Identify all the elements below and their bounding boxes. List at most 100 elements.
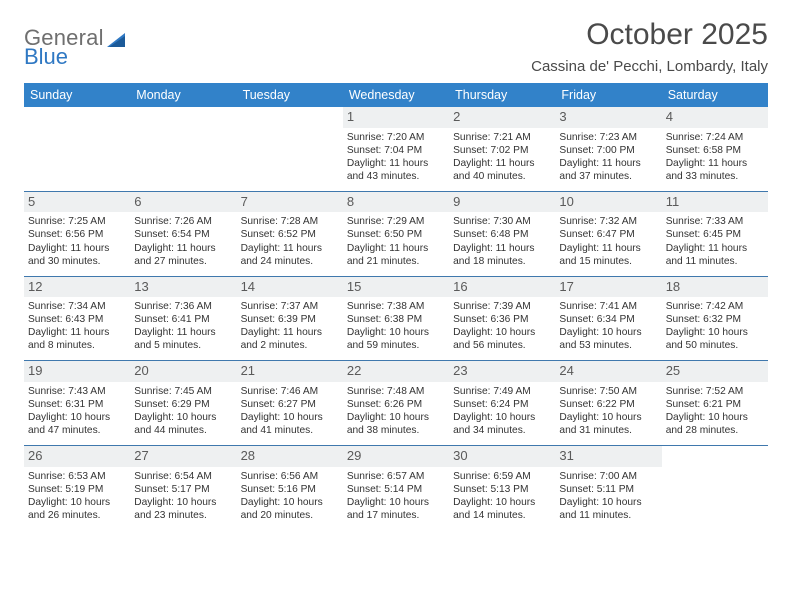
daylight-line: Daylight: 10 hours and 41 minutes. bbox=[241, 411, 339, 437]
daylight-line: Daylight: 11 hours and 21 minutes. bbox=[347, 242, 445, 268]
sunrise-line: Sunrise: 6:54 AM bbox=[134, 470, 232, 483]
sunset-line: Sunset: 6:38 PM bbox=[347, 313, 445, 326]
sunrise-line: Sunrise: 7:41 AM bbox=[559, 300, 657, 313]
sunset-line: Sunset: 6:43 PM bbox=[28, 313, 126, 326]
calendar-day: 30Sunrise: 6:59 AMSunset: 5:13 PMDayligh… bbox=[449, 446, 555, 530]
daylight-line: Daylight: 10 hours and 31 minutes. bbox=[559, 411, 657, 437]
day-number: 23 bbox=[449, 361, 555, 382]
month-title: October 2025 bbox=[531, 18, 768, 52]
logo: General Blue bbox=[24, 18, 129, 68]
daylight-line: Daylight: 10 hours and 26 minutes. bbox=[28, 496, 126, 522]
sunset-line: Sunset: 6:58 PM bbox=[666, 144, 764, 157]
sunrise-line: Sunrise: 7:28 AM bbox=[241, 215, 339, 228]
daylight-line: Daylight: 10 hours and 56 minutes. bbox=[453, 326, 551, 352]
daylight-line: Daylight: 10 hours and 44 minutes. bbox=[134, 411, 232, 437]
day-number: 5 bbox=[24, 192, 130, 213]
daylight-line: Daylight: 10 hours and 17 minutes. bbox=[347, 496, 445, 522]
daylight-line: Daylight: 10 hours and 38 minutes. bbox=[347, 411, 445, 437]
sunset-line: Sunset: 6:54 PM bbox=[134, 228, 232, 241]
day-number: 17 bbox=[555, 277, 661, 298]
daylight-line: Daylight: 11 hours and 33 minutes. bbox=[666, 157, 764, 183]
calendar-day: 19 Sunrise: 7:43 AMSunset: 6:31 PMDayligh… bbox=[24, 361, 130, 445]
sunrise-line: Sunrise: 7:36 AM bbox=[134, 300, 232, 313]
calendar-day: 7Sunrise: 7:28 AMSunset: 6:52 PMDaylight… bbox=[237, 192, 343, 276]
calendar-day: 12Sunrise: 7:34 AMSunset: 6:43 PMDayligh… bbox=[24, 277, 130, 361]
daylight-line: Daylight: 11 hours and 18 minutes. bbox=[453, 242, 551, 268]
day-number: 27 bbox=[130, 446, 236, 467]
sunset-line: Sunset: 6:45 PM bbox=[666, 228, 764, 241]
sunrise-line: Sunrise: 7:21 AM bbox=[453, 131, 551, 144]
day-number: 9 bbox=[449, 192, 555, 213]
logo-text: General Blue bbox=[24, 28, 104, 68]
calendar-day: 17Sunrise: 7:41 AMSunset: 6:34 PMDayligh… bbox=[555, 277, 661, 361]
sunrise-line: Sunrise: 6:57 AM bbox=[347, 470, 445, 483]
location-text: Cassina de' Pecchi, Lombardy, Italy bbox=[531, 58, 768, 75]
sunset-line: Sunset: 6:47 PM bbox=[559, 228, 657, 241]
calendar-day: 22Sunrise: 7:48 AMSunset: 6:26 PMDayligh… bbox=[343, 361, 449, 445]
calendar-day: 10Sunrise: 7:32 AMSunset: 6:47 PMDayligh… bbox=[555, 192, 661, 276]
sunrise-line: Sunrise: 7:38 AM bbox=[347, 300, 445, 313]
day-number: 19 bbox=[24, 361, 130, 382]
calendar-day: 5Sunrise: 7:25 AMSunset: 6:56 PMDaylight… bbox=[24, 192, 130, 276]
sunrise-line: Sunrise: 7:46 AM bbox=[241, 385, 339, 398]
calendar-day: 2Sunrise: 7:21 AMSunset: 7:02 PMDaylight… bbox=[449, 107, 555, 191]
sunrise-line: Sunrise: 7:49 AM bbox=[453, 385, 551, 398]
calendar-day: . bbox=[662, 446, 768, 530]
calendar-day: 16Sunrise: 7:39 AMSunset: 6:36 PMDayligh… bbox=[449, 277, 555, 361]
logo-triangle-icon bbox=[107, 31, 129, 56]
day-number: 29 bbox=[343, 446, 449, 467]
day-number: 25 bbox=[662, 361, 768, 382]
sunset-line: Sunset: 6:36 PM bbox=[453, 313, 551, 326]
day-number: 15 bbox=[343, 277, 449, 298]
header: General Blue October 2025 Cassina de' Pe… bbox=[24, 18, 768, 75]
sunset-line: Sunset: 6:32 PM bbox=[666, 313, 764, 326]
sunset-line: Sunset: 7:04 PM bbox=[347, 144, 445, 157]
calendar-day: 29Sunrise: 6:57 AMSunset: 5:14 PMDayligh… bbox=[343, 446, 449, 530]
calendar-day: . bbox=[237, 107, 343, 191]
calendar-day: 11Sunrise: 7:33 AMSunset: 6:45 PMDayligh… bbox=[662, 192, 768, 276]
sunrise-line: Sunrise: 7:26 AM bbox=[134, 215, 232, 228]
day-number: 10 bbox=[555, 192, 661, 213]
calendar-day: 18Sunrise: 7:42 AMSunset: 6:32 PMDayligh… bbox=[662, 277, 768, 361]
calendar-day: 9Sunrise: 7:30 AMSunset: 6:48 PMDaylight… bbox=[449, 192, 555, 276]
weekday-wednesday: Wednesday bbox=[343, 83, 449, 107]
sunrise-line: Sunrise: 7:45 AM bbox=[134, 385, 232, 398]
daylight-line: Daylight: 11 hours and 37 minutes. bbox=[559, 157, 657, 183]
sunset-line: Sunset: 6:39 PM bbox=[241, 313, 339, 326]
day-number: 24 bbox=[555, 361, 661, 382]
day-number: 6 bbox=[130, 192, 236, 213]
sunrise-line: Sunrise: 7:23 AM bbox=[559, 131, 657, 144]
calendar-day: 20Sunrise: 7:45 AMSunset: 6:29 PMDayligh… bbox=[130, 361, 236, 445]
title-block: October 2025 Cassina de' Pecchi, Lombard… bbox=[531, 18, 768, 75]
sunrise-line: Sunrise: 7:33 AM bbox=[666, 215, 764, 228]
day-number: 12 bbox=[24, 277, 130, 298]
calendar-day: 8Sunrise: 7:29 AMSunset: 6:50 PMDaylight… bbox=[343, 192, 449, 276]
weekday-thursday: Thursday bbox=[449, 83, 555, 107]
calendar-day: 6Sunrise: 7:26 AMSunset: 6:54 PMDaylight… bbox=[130, 192, 236, 276]
daylight-line: Daylight: 10 hours and 50 minutes. bbox=[666, 326, 764, 352]
day-number: 8 bbox=[343, 192, 449, 213]
calendar-week: ...1Sunrise: 7:20 AMSunset: 7:04 PMDayli… bbox=[24, 107, 768, 191]
sunset-line: Sunset: 7:00 PM bbox=[559, 144, 657, 157]
sunrise-line: Sunrise: 7:32 AM bbox=[559, 215, 657, 228]
day-number: 31 bbox=[555, 446, 661, 467]
sunrise-line: Sunrise: 7:39 AM bbox=[453, 300, 551, 313]
sunset-line: Sunset: 6:27 PM bbox=[241, 398, 339, 411]
day-number: 2 bbox=[449, 107, 555, 128]
calendar-day: 27Sunrise: 6:54 AMSunset: 5:17 PMDayligh… bbox=[130, 446, 236, 530]
day-number: 7 bbox=[237, 192, 343, 213]
calendar-week: 12 Sunrise: 7:34 AMSunset: 6:43 PM Dayligh… bbox=[24, 276, 768, 361]
sunrise-line: Sunrise: 7:25 AM bbox=[28, 215, 126, 228]
weekday-saturday: Saturday bbox=[662, 83, 768, 107]
daylight-line: Daylight: 10 hours and 47 minutes. bbox=[28, 411, 126, 437]
sunrise-line: Sunrise: 7:00 AM bbox=[559, 470, 657, 483]
sunset-line: Sunset: 6:31 PM bbox=[28, 398, 126, 411]
calendar-day: 25Sunrise: 7:52 AMSunset: 6:21 PMDayligh… bbox=[662, 361, 768, 445]
daylight-line: Daylight: 10 hours and 11 minutes. bbox=[559, 496, 657, 522]
sunrise-line: Sunrise: 7:34 AM bbox=[28, 300, 126, 313]
day-number: 14 bbox=[237, 277, 343, 298]
calendar-day: 21Sunrise: 7:46 AMSunset: 6:27 PMDayligh… bbox=[237, 361, 343, 445]
sunset-line: Sunset: 6:24 PM bbox=[453, 398, 551, 411]
day-number: 18 bbox=[662, 277, 768, 298]
sunrise-line: Sunrise: 7:43 AM bbox=[28, 385, 126, 398]
